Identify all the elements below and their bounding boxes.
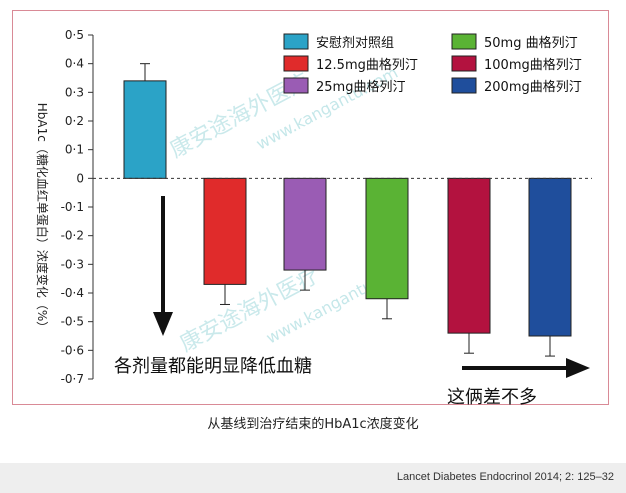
y-tick-label: 0·4 <box>65 57 84 71</box>
y-tick-label: -0·1 <box>61 200 84 214</box>
legend-label: 安慰剂对照组 <box>316 36 394 51</box>
annotation-all-doses: 各剂量都能明显降低血糖 <box>114 356 312 377</box>
y-tick-label: -0·5 <box>61 315 84 329</box>
bar <box>283 177 327 271</box>
y-tick-label: -0·3 <box>61 257 84 271</box>
legend-swatch <box>283 55 309 72</box>
legend-swatch <box>451 33 477 50</box>
citation: Lancet Diabetes Endocrinol 2014; 2: 125–… <box>396 471 614 483</box>
annotation-similar: 这俩差不多 <box>447 387 537 408</box>
down-arrow <box>153 196 173 336</box>
chart-caption: 从基线到治疗结束的HbA1c浓度变化 <box>207 417 419 432</box>
y-tick-label: -0·7 <box>61 372 84 386</box>
bar <box>447 177 491 334</box>
bars <box>123 63 572 357</box>
bar <box>123 80 167 179</box>
footer-band <box>0 463 626 493</box>
y-tick-label: 0·3 <box>65 85 84 99</box>
y-axis-label: HbA1c（糖化血红单蛋白）浓度变化（%） <box>35 103 50 334</box>
legend-label: 100mg曲格列汀 <box>484 57 582 73</box>
bar <box>365 177 409 300</box>
y-tick-label: 0 <box>76 171 84 185</box>
y-tick-label: -0·2 <box>61 229 84 243</box>
legend-swatch <box>451 55 477 72</box>
y-tick-label: 0·1 <box>65 143 84 157</box>
right-arrow <box>462 358 590 378</box>
y-tick-label: -0·6 <box>61 343 84 357</box>
legend-swatch <box>283 77 309 94</box>
y-tick-label: -0·4 <box>61 286 84 300</box>
legend-label: 25mg曲格列汀 <box>316 79 405 95</box>
bar <box>203 177 247 285</box>
legend-swatch <box>283 33 309 50</box>
legend-label: 50mg 曲格列汀 <box>484 35 578 51</box>
legend: 安慰剂对照组 12.5mg曲格列汀 25mg曲格列汀 50mg 曲格列汀 100mg曲格… <box>283 33 582 95</box>
legend-label: 12.5mg曲格列汀 <box>316 57 418 73</box>
bar <box>528 177 572 337</box>
legend-label: 200mg曲格列汀 <box>484 79 582 95</box>
y-tick-label: 0·5 <box>65 28 84 42</box>
legend-swatch <box>451 77 477 94</box>
y-axis: 0·5 0·4 0·3 0·2 0·1 0 -0·1 -0·2 -0·3 -0·4 -0·5 -0·6… <box>61 28 94 386</box>
y-tick-label: 0·2 <box>65 114 84 128</box>
